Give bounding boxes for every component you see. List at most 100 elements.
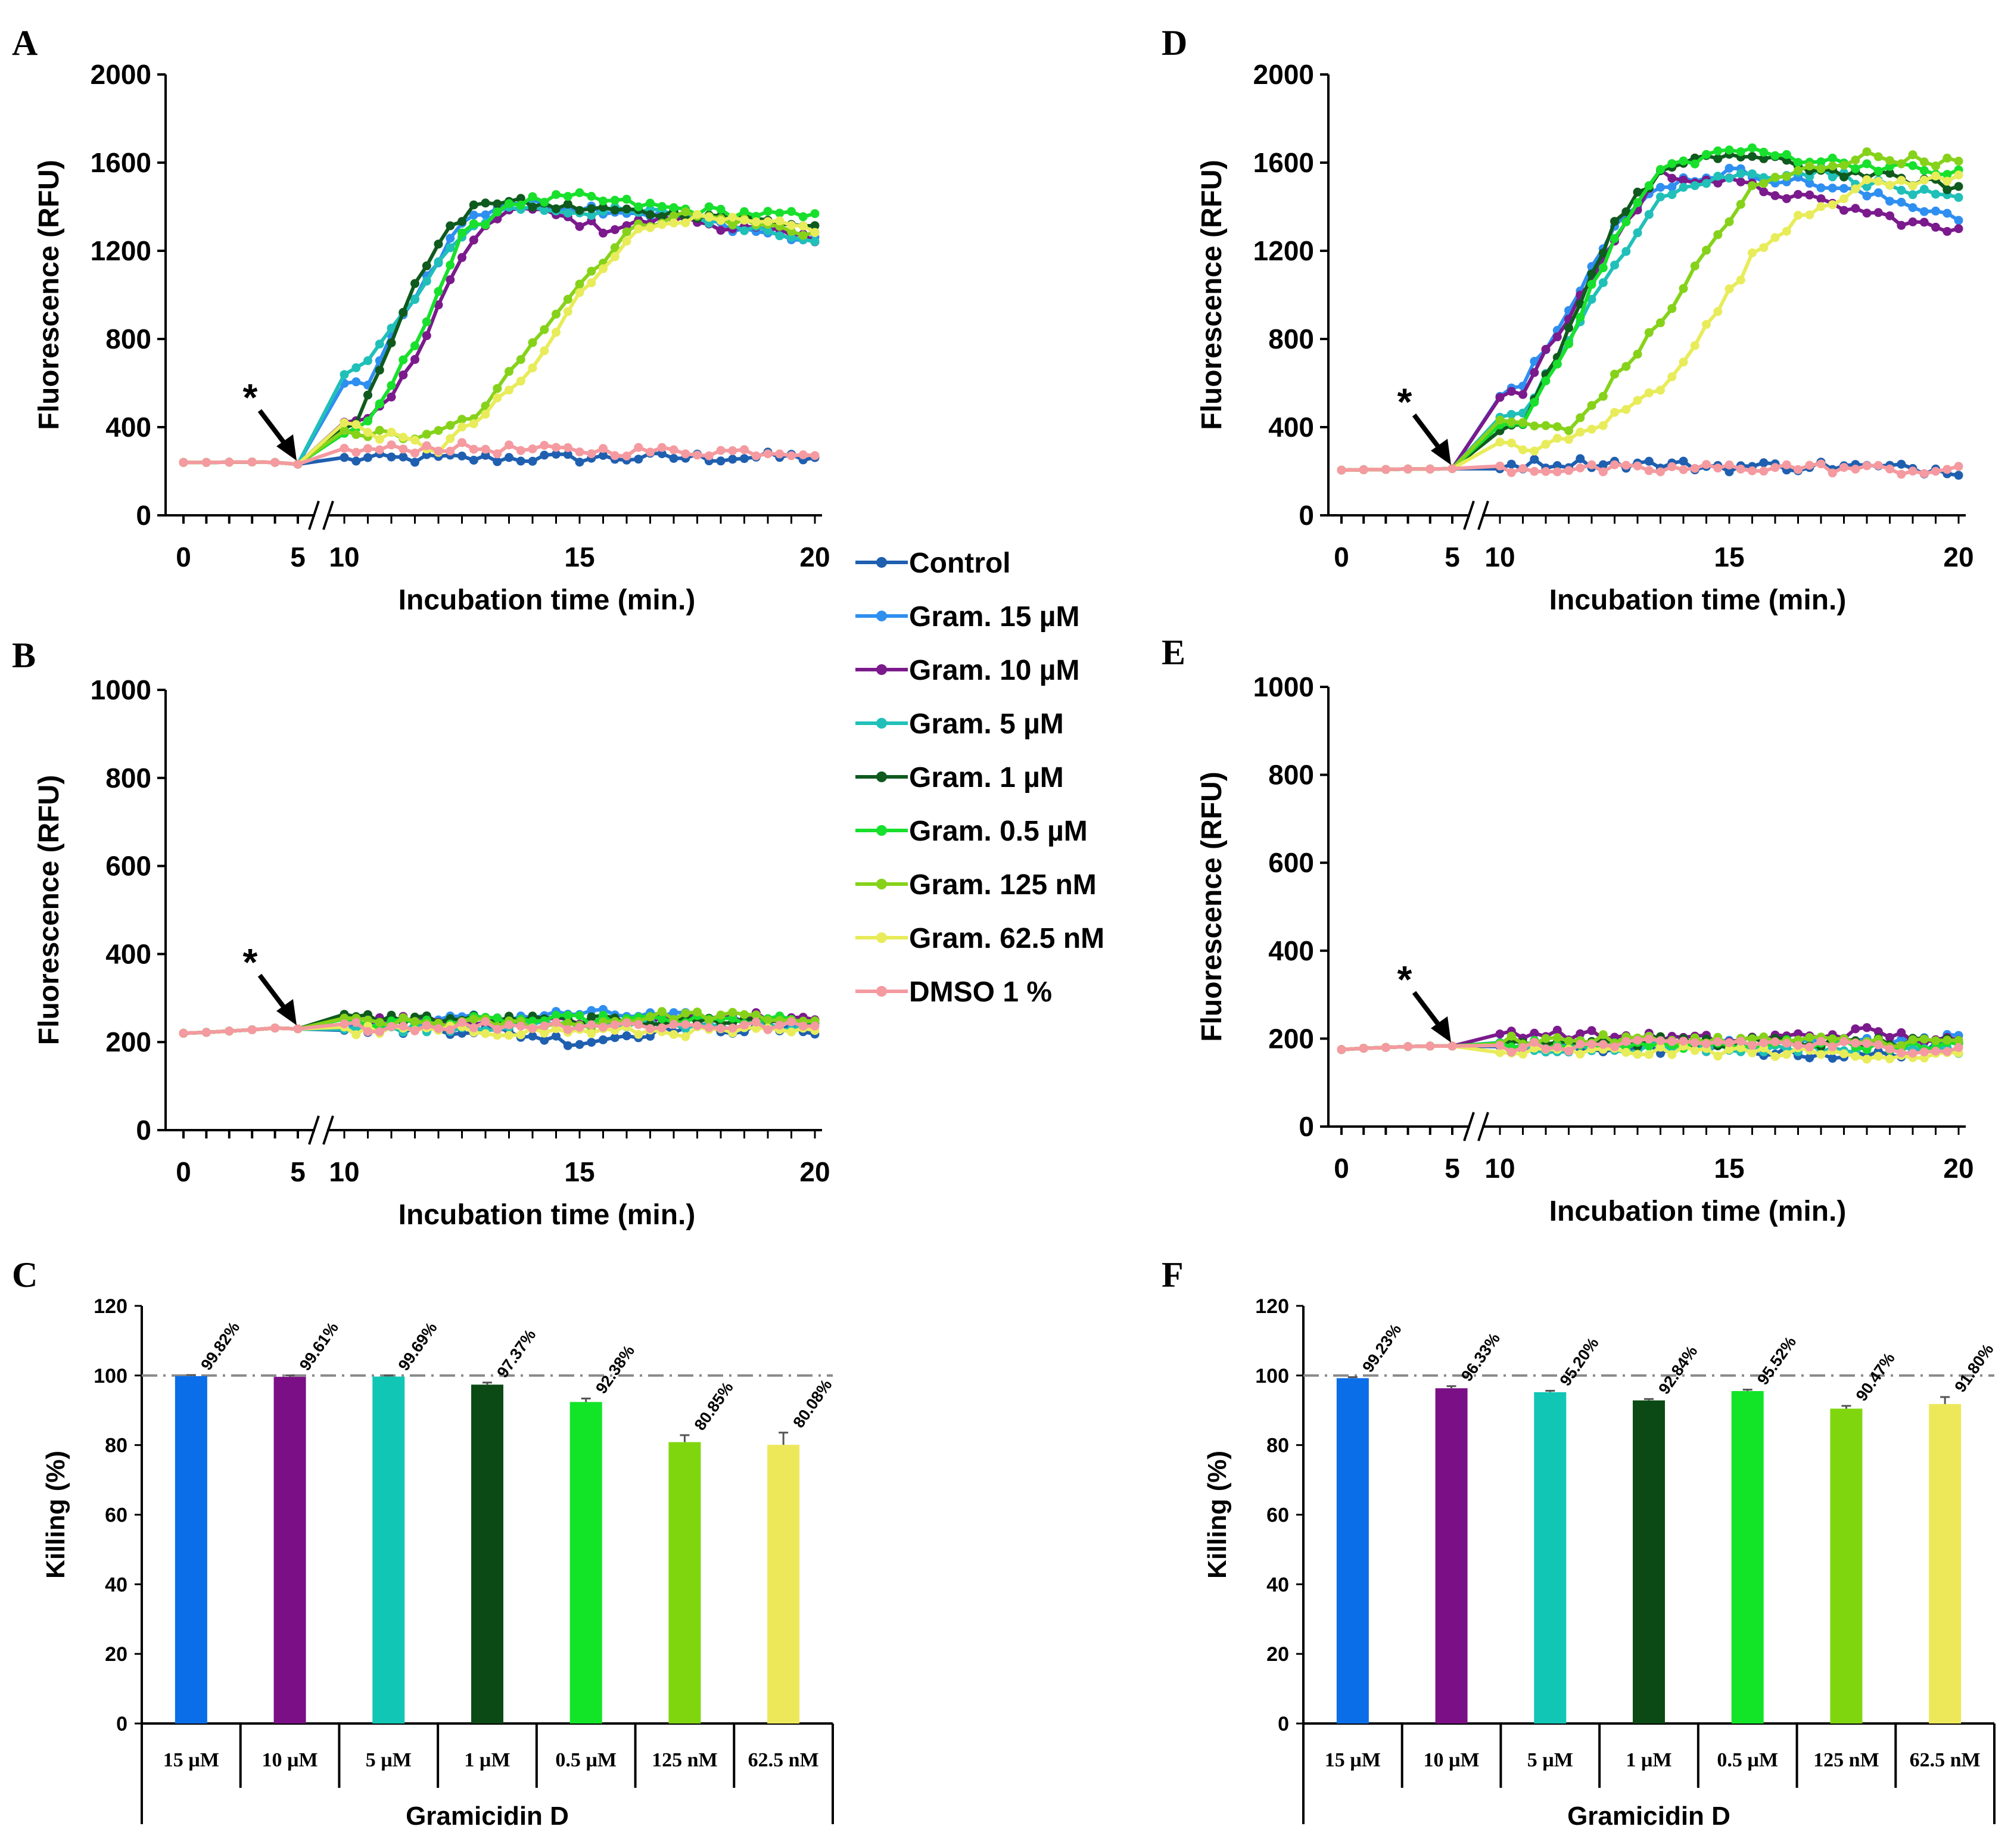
category-label: 10 µM (1423, 1749, 1479, 1771)
x-tick-label: 10 (1484, 542, 1515, 573)
data-point (1587, 1040, 1596, 1049)
data-point (340, 444, 349, 453)
data-point (1552, 467, 1562, 477)
data-point (1518, 1043, 1527, 1052)
data-point (1610, 369, 1619, 379)
data-point (810, 451, 820, 461)
legend-label: Gram. 1 µM (909, 762, 1064, 794)
data-point (1805, 1033, 1814, 1042)
data-point (1873, 188, 1883, 197)
data-point (1919, 217, 1929, 227)
legend-label: Gram. 5 µM (909, 708, 1064, 740)
data-point (351, 456, 361, 466)
data-point (587, 278, 596, 288)
data-point (1587, 1026, 1596, 1035)
data-point (1633, 198, 1642, 207)
data-point (516, 1022, 525, 1031)
data-point (1816, 194, 1826, 204)
data-point (434, 426, 443, 435)
data-point (1839, 463, 1848, 472)
data-point (387, 440, 396, 450)
data-point (599, 451, 608, 460)
data-point (1759, 147, 1769, 157)
data-point (1576, 313, 1585, 322)
y-tick-label: 1600 (91, 147, 151, 178)
data-point (563, 209, 572, 218)
data-point (563, 1019, 572, 1028)
data-point (728, 220, 737, 229)
data-point (1530, 1038, 1539, 1047)
data-point (1851, 1051, 1860, 1061)
data-point (387, 381, 396, 390)
bar (569, 1402, 602, 1723)
panel-label: E (1162, 633, 1185, 672)
data-point (540, 206, 549, 215)
data-point (1610, 460, 1619, 469)
data-point (704, 1016, 714, 1025)
data-point (1598, 278, 1608, 287)
data-point (575, 1040, 584, 1049)
data-point (681, 1032, 690, 1041)
data-point (1724, 173, 1734, 183)
data-point (552, 204, 561, 213)
panel-a: A 0 400 800 1200 1600 2000 0 5 10 15 20 Fluorescence… (12, 23, 830, 616)
data-point (1598, 263, 1608, 273)
data-point (704, 213, 714, 222)
data-point (1667, 1037, 1677, 1046)
data-point (1633, 350, 1642, 359)
data-point (1770, 1052, 1780, 1061)
data-point (763, 226, 773, 235)
data-point (340, 1019, 349, 1029)
data-point (1908, 203, 1917, 212)
data-point (457, 415, 466, 424)
data-point (1862, 1023, 1872, 1032)
data-point (1954, 1043, 1963, 1052)
data-point (387, 1022, 396, 1031)
axis-break (308, 500, 320, 530)
data-point (434, 300, 443, 310)
data-point (375, 365, 384, 375)
data-point (1495, 393, 1505, 402)
data-point (787, 451, 796, 461)
data-point (1598, 467, 1608, 477)
data-point (469, 419, 478, 428)
data-point (1690, 181, 1699, 191)
data-point (1713, 146, 1723, 155)
data-point (1782, 150, 1791, 159)
data-point (1598, 248, 1608, 258)
data-point (1908, 150, 1917, 160)
data-point (1506, 410, 1516, 419)
data-point (399, 355, 408, 365)
data-point (1862, 461, 1872, 471)
data-point (1805, 179, 1814, 188)
data-point (599, 1035, 608, 1044)
data-point (399, 444, 408, 454)
data-point (704, 202, 714, 211)
data-point (1633, 461, 1642, 471)
data-point (1495, 415, 1505, 425)
data-point (552, 328, 561, 337)
injection-arrowhead (1431, 438, 1451, 465)
data-point (1862, 159, 1872, 169)
data-point (1564, 426, 1573, 435)
legend-label: Gram. 10 µM (909, 655, 1079, 686)
data-point (693, 210, 702, 219)
data-label: 95.52% (1754, 1333, 1800, 1388)
y-tick-label: 120 (1255, 1295, 1289, 1318)
data-point (540, 450, 549, 460)
category-label: 62.5 nM (1910, 1749, 1981, 1771)
legend-swatch-marker (876, 557, 887, 568)
data-point (1748, 1048, 1757, 1057)
data-point (657, 1023, 667, 1032)
data-point (1724, 1045, 1734, 1054)
data-point (387, 428, 396, 437)
data-point (1908, 181, 1917, 191)
data-point (1679, 156, 1688, 166)
data-point (528, 203, 537, 212)
data-point (540, 441, 549, 450)
data-point (622, 204, 631, 214)
data-point (422, 1021, 431, 1030)
data-point (351, 363, 361, 372)
data-point (225, 1026, 234, 1036)
data-point (1552, 1033, 1562, 1043)
